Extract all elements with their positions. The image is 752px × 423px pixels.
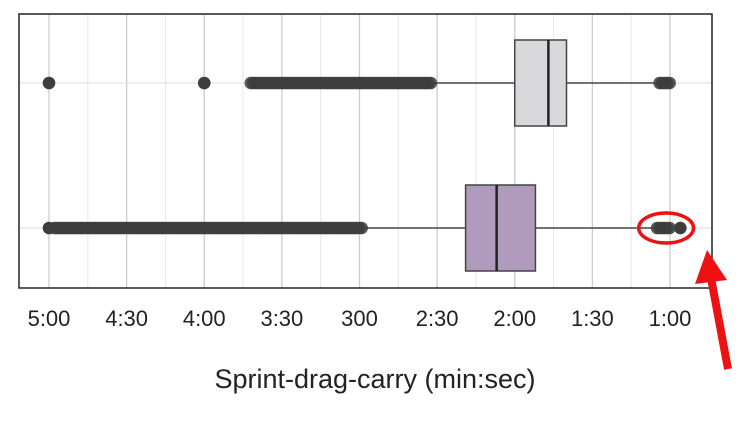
outlier-point bbox=[42, 221, 56, 235]
x-tick-label: 4:00 bbox=[183, 306, 226, 331]
x-axis-title: Sprint-drag-carry (min:sec) bbox=[214, 364, 535, 394]
box bbox=[464, 184, 537, 272]
grid-lines bbox=[19, 14, 712, 288]
x-tick-label: 300 bbox=[341, 306, 378, 331]
x-tick-label: 2:30 bbox=[416, 306, 459, 331]
x-tick-label: 2:00 bbox=[493, 306, 536, 331]
outlier-point bbox=[424, 76, 438, 90]
outlier-point bbox=[663, 76, 676, 90]
plot-frame bbox=[18, 13, 713, 289]
box bbox=[514, 39, 568, 127]
outlier-point bbox=[663, 221, 676, 235]
x-tick-label: 3:30 bbox=[260, 306, 303, 331]
series-bottom bbox=[42, 184, 687, 272]
x-tick-label: 1:30 bbox=[571, 306, 614, 331]
x-tick-label: 4:30 bbox=[105, 306, 148, 331]
series-top bbox=[42, 39, 676, 127]
x-tick-label: 1:00 bbox=[649, 306, 692, 331]
outlier-point bbox=[42, 76, 56, 90]
arrow-head bbox=[695, 250, 727, 284]
x-tick-label: 5:00 bbox=[28, 306, 71, 331]
arrow-shaft bbox=[707, 277, 732, 370]
outlier-point bbox=[674, 221, 687, 235]
highlight-ellipse bbox=[636, 211, 696, 245]
x-tick-labels: 5:00 4:30 4:00 3:30 300 2:30 2:00 1:30 1:00 bbox=[28, 306, 692, 331]
highlight-annotation bbox=[636, 211, 732, 370]
outlier-point bbox=[197, 76, 211, 90]
outlier-point bbox=[355, 221, 368, 235]
